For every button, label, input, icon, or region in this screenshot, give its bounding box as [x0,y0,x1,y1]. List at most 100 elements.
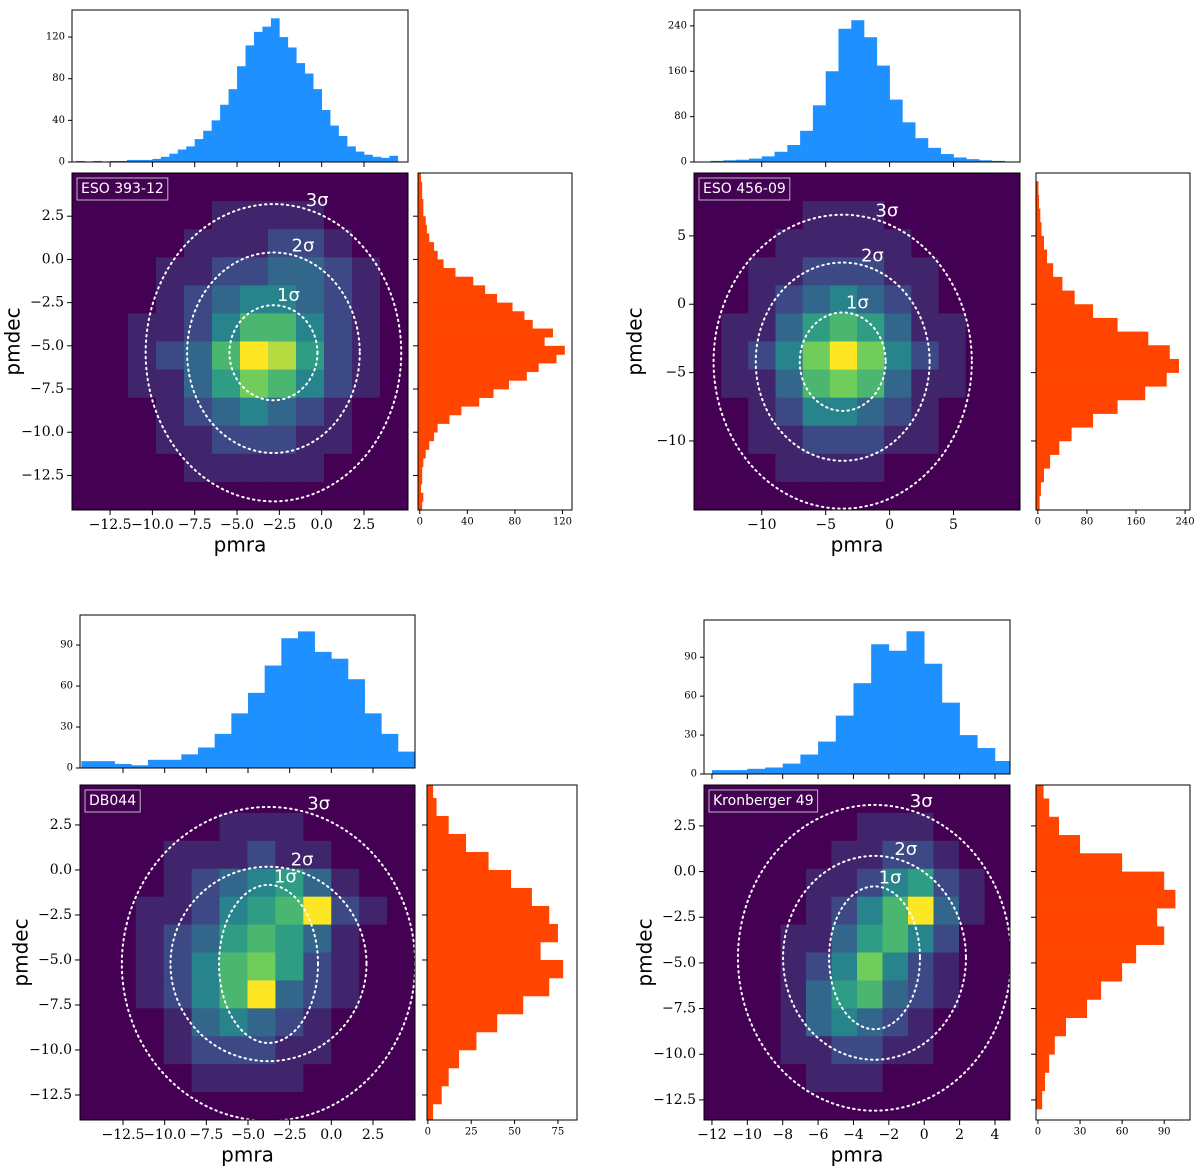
heatmap-cell [212,341,241,371]
heatmap-cell [219,896,249,926]
heatmap-cell [933,785,960,814]
heatmap-cell [72,229,101,258]
sigma-ellipse [144,203,403,503]
heatmap-cell [80,924,109,954]
heatmap-cell [857,1036,884,1065]
heatmap-cell [247,840,277,870]
heatmap-cell [219,812,249,842]
hist-bar [864,37,878,162]
hist-bar [1036,835,1081,854]
hist-bar [114,763,132,768]
x-tick-label: −2.5 [262,517,296,533]
y-tick-label: −5.0 [38,952,72,968]
heatmap-cell [992,285,1020,315]
heatmap-cell [704,1092,731,1120]
x-tick-label: 60 [1116,1127,1129,1138]
hist-bar [1036,194,1040,209]
heatmap-cell [352,425,381,455]
hist-bar [194,139,204,162]
heatmap-cell [965,453,994,483]
heatmap-cell [247,980,277,1009]
y-tick-label: 240 [668,20,687,31]
heatmap-cell [857,173,885,202]
axes-frame [426,784,578,1121]
x-tick-label: 0 [417,517,423,528]
hist-bar [1036,889,1176,909]
heatmap-cell [275,1092,304,1120]
heatmap-cell [191,896,221,926]
heatmap-cell [992,369,1020,399]
heatmap-cell [882,1092,909,1120]
y-tick-label: 5 [677,228,686,244]
y-tick-label: −7.5 [662,1001,696,1017]
heatmap-cell [380,341,408,371]
heatmap-cell [268,257,297,286]
heatmap-cell [780,1092,807,1120]
hist-bar [889,99,903,162]
heatmap-cell [857,425,885,455]
x-tick-label: −5.0 [220,517,254,533]
heatmap-cell [704,1008,731,1037]
hist-bar [418,285,486,295]
heatmap-cell [933,924,960,954]
heatmap-cell [829,453,858,483]
heatmap-cell [831,840,858,870]
heatmap-cell [882,1008,909,1037]
heatmap-cell [163,868,193,898]
heatmap-cell [72,257,101,286]
heatmap-cell [933,840,960,870]
heatmap-cell [380,201,408,230]
hist-bar [228,89,238,162]
heatmap-cell [191,840,221,870]
heatmap-cell [938,173,967,202]
hist-bar [418,207,424,217]
heatmap-cell [219,1092,249,1120]
x-tick-label: 2.5 [362,1127,384,1143]
heatmap-cell [984,840,1010,870]
y-tick-label: 0.0 [674,864,696,880]
heatmap-cell [857,201,885,230]
hist-bar [1036,1072,1045,1092]
y-tick-label: −2.5 [662,909,696,925]
heatmap-cell [387,924,415,954]
heatmap-cell [380,453,408,483]
hist-bar [940,154,954,162]
heatmap-cell [268,341,297,371]
hist-bar [418,268,456,277]
heatmap-cell [831,896,858,926]
x-tick-label: 0 [920,1127,929,1143]
heatmap-cell [191,952,221,982]
heatmap-cell [938,453,967,483]
heatmap-cell [135,924,165,954]
right-histogram [418,173,565,510]
axes-frame [1035,784,1191,1121]
hist-bar [270,18,280,162]
heatmap-cell [694,201,722,230]
hist-bar [994,761,1010,774]
heatmap-cell [135,1092,165,1120]
hist-bar [427,851,489,871]
heatmap-cell [247,812,277,842]
hist-bar [418,449,426,459]
hist-bar [1036,999,1088,1019]
heatmap-cell [380,313,408,343]
y-tick-label: 0 [691,769,697,780]
heatmap-cell [359,896,388,926]
heatmap-cell [775,481,804,510]
hist-bar [279,37,289,162]
heatmap-cell [806,812,833,842]
heatmap-cell [80,1064,109,1093]
heatmap-cell [755,1092,782,1120]
hist-bar [927,147,942,162]
heatmap-cell [938,341,967,371]
hist-bar [143,159,153,162]
hist-bar [418,242,435,252]
heatmap-cell [100,229,129,258]
hist-bar [135,159,145,162]
heatmap-cell [959,812,986,842]
heatmap-cell [959,1036,986,1065]
heatmap-cell [748,257,777,286]
heatmap-cell [135,980,165,1009]
heatmap-cell [240,369,269,399]
heatmap-cell [128,481,157,510]
